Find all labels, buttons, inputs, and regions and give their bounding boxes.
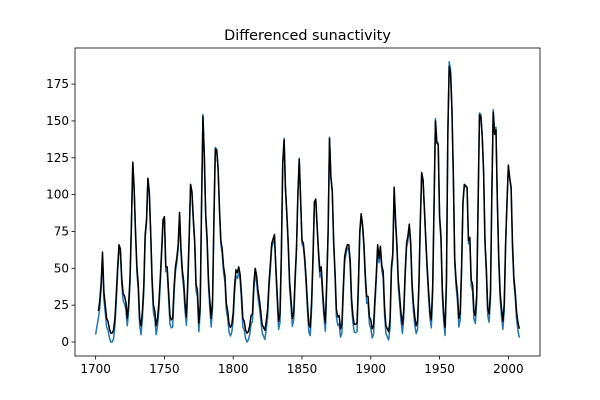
y-tick-label: 150	[46, 114, 69, 128]
series-line	[97, 65, 521, 334]
y-tick-label: 50	[54, 261, 69, 275]
x-tick-label: 1700	[80, 362, 111, 376]
y-tick-label: 125	[46, 151, 69, 165]
x-tick-label: 1900	[356, 362, 387, 376]
y-tick-label: 75	[54, 224, 69, 238]
chart-title: Differenced sunactivity	[224, 28, 391, 44]
y-tick-label: 0	[61, 335, 69, 349]
plot-frame	[74, 47, 541, 357]
y-tick-label: 25	[54, 298, 69, 312]
y-tick-label: 100	[46, 188, 69, 202]
x-tick-label: 1750	[149, 362, 180, 376]
y-tick-label: 175	[46, 77, 69, 91]
x-tick-label: 1850	[287, 362, 318, 376]
x-tick-label: 1800	[218, 362, 249, 376]
x-tick-label: 2000	[493, 362, 524, 376]
x-tick-label: 1950	[424, 362, 455, 376]
